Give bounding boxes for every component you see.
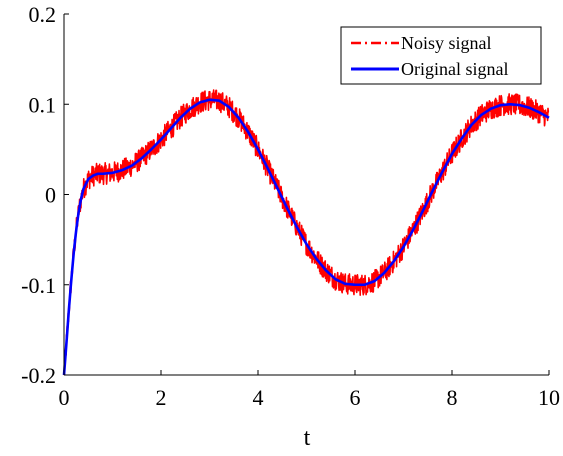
y-tick-label: -0.1 — [21, 273, 56, 298]
series-line-noisy-signal — [63, 89, 550, 376]
y-tick-label: 0.2 — [29, 2, 57, 27]
legend-box — [340, 26, 542, 85]
y-tick-label: -0.2 — [21, 363, 56, 388]
legend-label-noisy-signal: Noisy signal — [401, 33, 492, 53]
x-tick-label: 4 — [253, 385, 264, 410]
y-tick-label: 0 — [45, 183, 56, 208]
x-tick-label: 10 — [538, 385, 560, 410]
x-tick-label: 2 — [156, 385, 167, 410]
x-tick-label: 6 — [350, 385, 361, 410]
ticks-layer: 0 2 4 6 8 10 -0.2 -0.1 0 0.1 0.2 — [21, 2, 560, 410]
legend: Noisy signal Original signal — [340, 26, 542, 85]
series-line-original-signal — [62, 98, 550, 376]
x-tick-label: 0 — [59, 385, 70, 410]
x-tick-label: 8 — [447, 385, 458, 410]
series-layer — [62, 89, 550, 376]
x-axis-label: t — [304, 425, 311, 451]
legend-label-original-signal: Original signal — [401, 59, 508, 79]
y-tick-label: 0.1 — [29, 92, 57, 117]
